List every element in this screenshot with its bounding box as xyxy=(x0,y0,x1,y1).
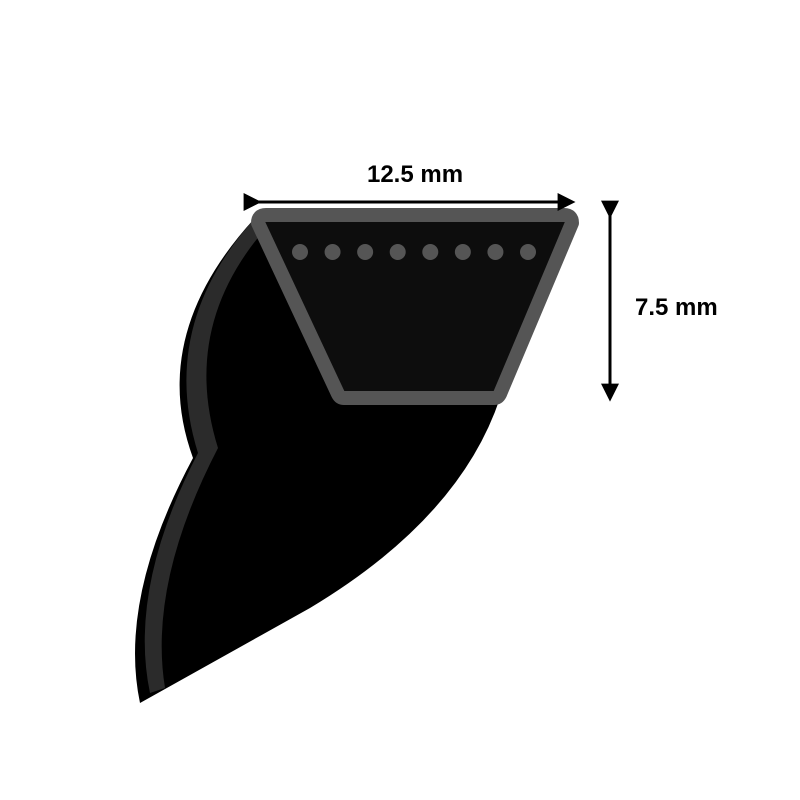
belt-cord xyxy=(422,244,438,260)
belt-cord xyxy=(455,244,471,260)
belt-cord xyxy=(390,244,406,260)
belt-cord xyxy=(520,244,536,260)
height-dimension-label: 7.5 mm xyxy=(635,294,718,321)
belt-cord xyxy=(487,244,503,260)
belt-cord xyxy=(292,244,308,260)
belt-cord xyxy=(357,244,373,260)
belt-cord xyxy=(325,244,341,260)
width-dimension-label: 12.5 mm xyxy=(367,161,463,188)
